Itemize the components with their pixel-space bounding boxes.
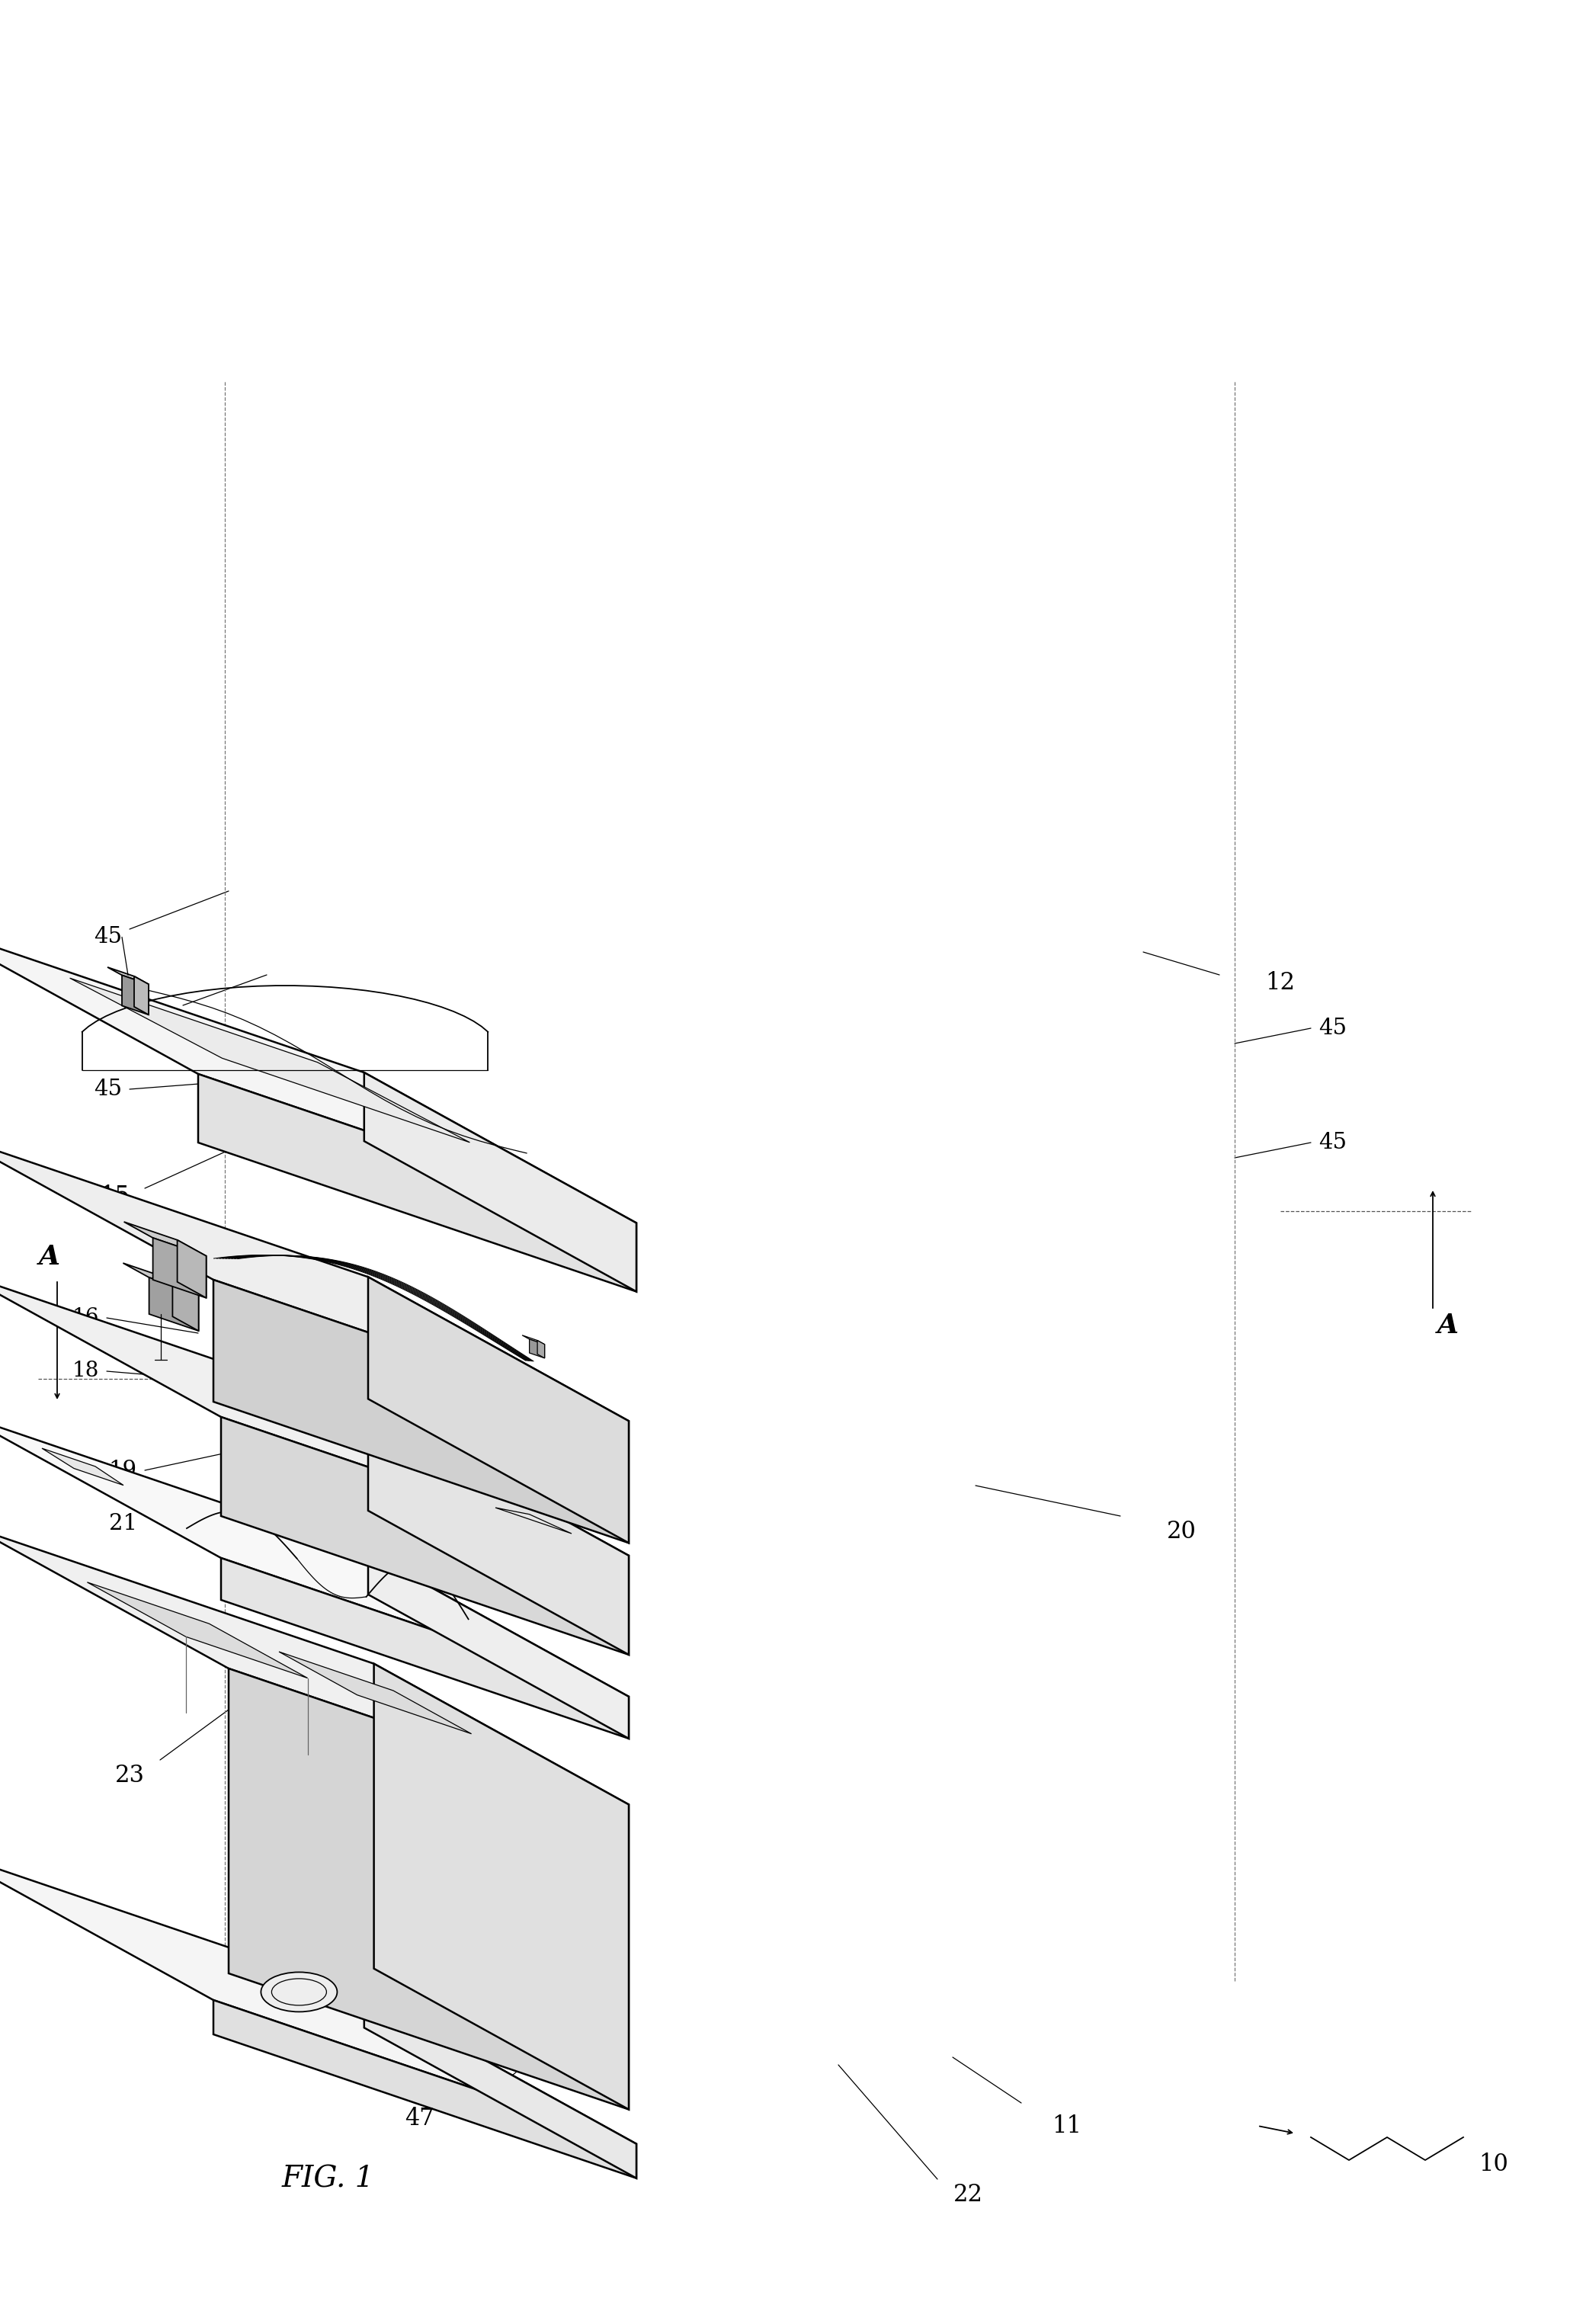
Polygon shape	[279, 1652, 471, 1734]
Text: 45: 45	[94, 925, 122, 948]
Polygon shape	[522, 1336, 544, 1343]
Polygon shape	[152, 1239, 206, 1297]
Text: 16: 16	[71, 1308, 98, 1327]
Polygon shape	[87, 1583, 308, 1678]
Polygon shape	[220, 1557, 628, 1738]
Text: A: A	[1437, 1313, 1459, 1339]
Polygon shape	[368, 1411, 628, 1655]
Polygon shape	[173, 1281, 198, 1332]
Polygon shape	[124, 1262, 198, 1294]
Text: 23: 23	[116, 1764, 144, 1787]
Polygon shape	[70, 978, 469, 1143]
Polygon shape	[368, 1552, 628, 1738]
Polygon shape	[214, 1281, 628, 1543]
Text: 11: 11	[1052, 2115, 1082, 2138]
Polygon shape	[368, 1276, 628, 1543]
Text: 15: 15	[100, 1185, 130, 1208]
Text: 20: 20	[1166, 1520, 1196, 1543]
Polygon shape	[0, 923, 636, 1222]
Text: 21: 21	[109, 1513, 136, 1534]
Polygon shape	[365, 1071, 636, 1292]
Text: 19: 19	[109, 1459, 136, 1480]
Text: 18: 18	[71, 1362, 98, 1380]
Text: 47: 47	[404, 2106, 435, 2131]
Text: 10: 10	[1480, 2152, 1508, 2175]
Text: 45: 45	[1318, 1132, 1347, 1153]
Text: 45: 45	[1318, 1018, 1347, 1039]
Polygon shape	[0, 1274, 628, 1555]
Polygon shape	[228, 1669, 628, 2110]
Polygon shape	[178, 1241, 206, 1297]
Text: 22: 22	[953, 2182, 983, 2205]
Text: A: A	[40, 1243, 60, 1269]
Polygon shape	[122, 976, 149, 1016]
Polygon shape	[374, 1664, 628, 2110]
Polygon shape	[41, 1448, 124, 1485]
Polygon shape	[198, 1074, 636, 1292]
Polygon shape	[124, 1222, 206, 1255]
Polygon shape	[495, 1508, 571, 1534]
Polygon shape	[135, 976, 149, 1016]
Polygon shape	[0, 1527, 628, 1803]
Text: FIG. 1: FIG. 1	[281, 2166, 374, 2194]
Polygon shape	[538, 1341, 544, 1357]
Polygon shape	[108, 967, 149, 985]
Polygon shape	[149, 1278, 198, 1332]
Text: 45: 45	[94, 1078, 122, 1099]
Polygon shape	[530, 1339, 544, 1357]
Polygon shape	[365, 1994, 636, 2178]
Text: 12: 12	[1266, 971, 1296, 995]
Polygon shape	[220, 1418, 628, 1655]
Polygon shape	[214, 2001, 636, 2178]
Polygon shape	[0, 1850, 636, 2143]
Text: 13: 13	[122, 1002, 152, 1025]
Polygon shape	[0, 1136, 628, 1420]
Ellipse shape	[262, 1973, 338, 2013]
Polygon shape	[0, 1413, 628, 1697]
